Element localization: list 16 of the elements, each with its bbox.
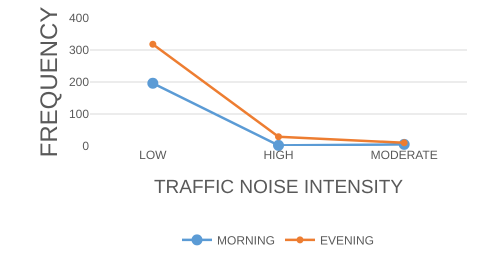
point bbox=[147, 78, 158, 89]
y-tick-label: 0 bbox=[82, 139, 90, 154]
legend-label: MORNING bbox=[217, 234, 275, 248]
point bbox=[275, 133, 282, 140]
x-tick-label: HIGH bbox=[264, 148, 294, 162]
point bbox=[149, 40, 156, 48]
y-tick-label: 400 bbox=[68, 11, 90, 26]
y-tick-label: 100 bbox=[68, 107, 90, 122]
x-axis-title: TRAFFIC NOISE INTENSITY bbox=[154, 176, 404, 198]
x-tick-label: LOW bbox=[139, 148, 168, 162]
y-tick-label: 200 bbox=[68, 75, 90, 90]
legend-label: EVENING bbox=[320, 234, 374, 248]
x-tick-label: MODERATE bbox=[370, 148, 438, 162]
y-axis-title: FREQUENCY bbox=[36, 6, 64, 158]
y-tick-label: 300 bbox=[68, 43, 90, 58]
point bbox=[273, 140, 284, 151]
